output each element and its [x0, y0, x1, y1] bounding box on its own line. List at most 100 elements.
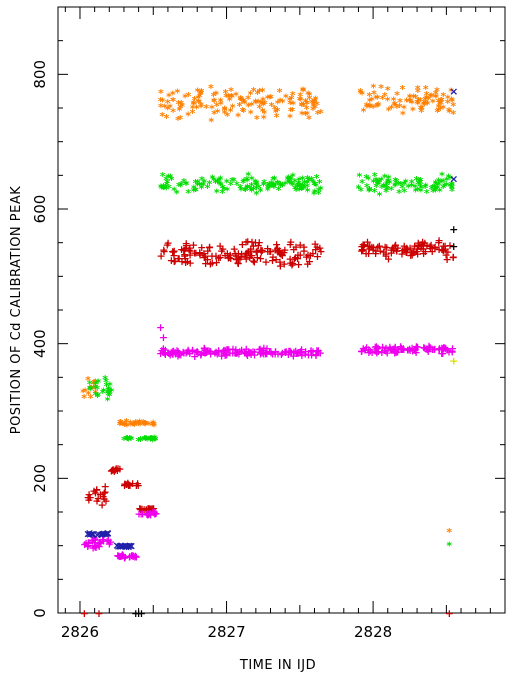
- data-point: *: [238, 185, 244, 198]
- data-point: *: [260, 85, 266, 98]
- data-point: *: [255, 96, 261, 109]
- data-point: +: [256, 347, 265, 360]
- data-point: *: [102, 373, 108, 386]
- data-point: *: [388, 184, 394, 197]
- data-point: *: [299, 184, 305, 197]
- data-point: +: [186, 245, 195, 258]
- data-point: +: [174, 345, 183, 358]
- data-point: +: [418, 235, 427, 248]
- data-point: *: [423, 92, 429, 105]
- data-point: *: [415, 184, 421, 197]
- data-point: *: [359, 88, 365, 101]
- data-point: *: [101, 386, 107, 399]
- data-point: +: [228, 347, 237, 360]
- data-point: *: [207, 178, 213, 191]
- data-point: *: [418, 183, 424, 196]
- data-point: *: [306, 175, 312, 188]
- data-point: +: [156, 347, 165, 360]
- data-point: *: [93, 389, 99, 402]
- data-point: +: [231, 347, 240, 360]
- data-point: +: [263, 245, 272, 258]
- data-point: +: [124, 478, 133, 491]
- data-point: +: [256, 342, 265, 355]
- data-point: *: [248, 108, 254, 121]
- data-point: +: [120, 479, 129, 492]
- data-point: *: [412, 182, 418, 195]
- data-point: +: [168, 347, 177, 360]
- data-point: +: [95, 536, 104, 549]
- data-point: *: [418, 103, 424, 116]
- data-point: +: [182, 239, 191, 252]
- data-point: *: [440, 176, 446, 189]
- data-point: *: [439, 95, 445, 108]
- data-point: ×: [98, 528, 107, 541]
- data-point: *: [298, 182, 304, 195]
- data-point: +: [177, 255, 186, 268]
- data-point: *: [373, 181, 379, 194]
- data-point: *: [148, 434, 154, 447]
- data-point: +: [226, 252, 235, 265]
- data-point: *: [93, 376, 99, 389]
- data-point: +: [267, 347, 276, 360]
- data-point: *: [178, 98, 184, 111]
- x-tick-label: 2827: [207, 623, 245, 641]
- data-point: +: [271, 345, 280, 358]
- data-point: *: [371, 88, 377, 101]
- data-point: *: [363, 172, 369, 185]
- data-point: +: [83, 491, 92, 504]
- data-point: *: [261, 177, 267, 190]
- data-point: +: [140, 503, 149, 516]
- data-point: +: [186, 248, 195, 261]
- data-point: *: [364, 102, 370, 115]
- data-point: +: [371, 247, 380, 260]
- data-point: *: [433, 91, 439, 104]
- data-point: +: [408, 246, 417, 259]
- data-point: *: [200, 179, 206, 192]
- data-point: +: [275, 244, 284, 257]
- data-point: *: [421, 99, 427, 112]
- data-point: +: [372, 345, 381, 358]
- data-point: +: [428, 245, 437, 258]
- data-point: *: [423, 94, 429, 107]
- data-point: +: [357, 245, 366, 258]
- data-point: *: [128, 434, 134, 447]
- data-point: *: [296, 184, 302, 197]
- data-point: +: [297, 346, 306, 359]
- data-point: *: [82, 385, 88, 398]
- x-axis-label: TIME IN IJD: [239, 658, 316, 673]
- data-point: *: [367, 96, 373, 109]
- data-point: +: [399, 343, 408, 356]
- data-point: *: [312, 187, 318, 200]
- data-point: +: [402, 246, 411, 259]
- data-point: +: [144, 504, 153, 517]
- data-point: +: [109, 463, 118, 476]
- data-point: *: [376, 176, 382, 189]
- data-point: +: [100, 492, 109, 505]
- data-point: +: [232, 253, 241, 266]
- data-point: *: [218, 96, 224, 109]
- data-point: *: [91, 379, 97, 392]
- data-point: *: [301, 100, 307, 113]
- data-point: +: [261, 348, 270, 361]
- data-point: +: [148, 502, 157, 515]
- data-point: +: [112, 462, 121, 475]
- data-point: +: [188, 343, 197, 356]
- data-point: +: [143, 507, 152, 520]
- data-point: +: [427, 239, 436, 252]
- data-point: +: [191, 246, 200, 259]
- data-point: +: [98, 533, 107, 546]
- data-point: *: [446, 171, 452, 184]
- data-point: +: [419, 240, 428, 253]
- data-point: +: [94, 607, 103, 620]
- data-point: ×: [118, 540, 127, 553]
- data-point: +: [402, 246, 411, 259]
- data-point: *: [224, 110, 230, 123]
- data-point: +: [253, 251, 262, 264]
- data-point: +: [106, 536, 115, 549]
- data-point: *: [398, 179, 404, 192]
- data-point: *: [381, 181, 387, 194]
- data-point: +: [173, 349, 182, 362]
- data-point: +: [449, 240, 458, 253]
- data-point: +: [403, 344, 412, 357]
- data-point: *: [177, 105, 183, 118]
